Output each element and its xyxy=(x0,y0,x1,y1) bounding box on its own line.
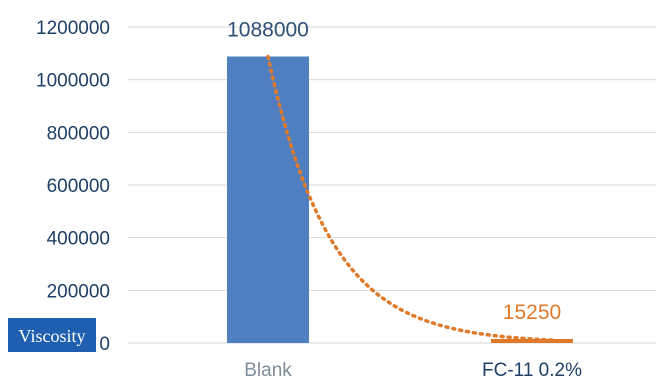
trendline xyxy=(266,54,554,342)
gridlines xyxy=(128,26,656,344)
data-label: 1088000 xyxy=(227,18,309,41)
y-tick-label: 0 xyxy=(99,334,110,355)
y-axis-label-group: Viscosity xyxy=(8,318,96,352)
y-tick-label: 1000000 xyxy=(36,71,110,92)
y-axis-label: Viscosity xyxy=(19,326,86,346)
x-axis-category-labels: Blank FC-11 0.2% xyxy=(244,360,582,380)
y-tick-label: 600000 xyxy=(47,176,110,197)
trendline-group xyxy=(266,54,554,342)
category-label: FC-11 0.2% xyxy=(482,360,582,380)
category-label: Blank xyxy=(244,360,292,380)
y-tick-label: 800000 xyxy=(47,123,110,144)
bars xyxy=(227,56,573,343)
bar-fc-11-0-2- xyxy=(491,338,573,343)
y-axis-label-box xyxy=(8,318,96,352)
data-labels: 1088000 15250 xyxy=(227,18,561,323)
y-tick-label: 200000 xyxy=(47,281,110,302)
bar-blank xyxy=(227,56,309,343)
data-label: 15250 xyxy=(503,301,561,324)
y-tick-label: 1200000 xyxy=(36,18,110,39)
y-axis-tick-labels: 0 200000 400000 600000 800000 1000000 1200000 xyxy=(36,18,110,355)
y-tick-label: 400000 xyxy=(47,229,110,250)
